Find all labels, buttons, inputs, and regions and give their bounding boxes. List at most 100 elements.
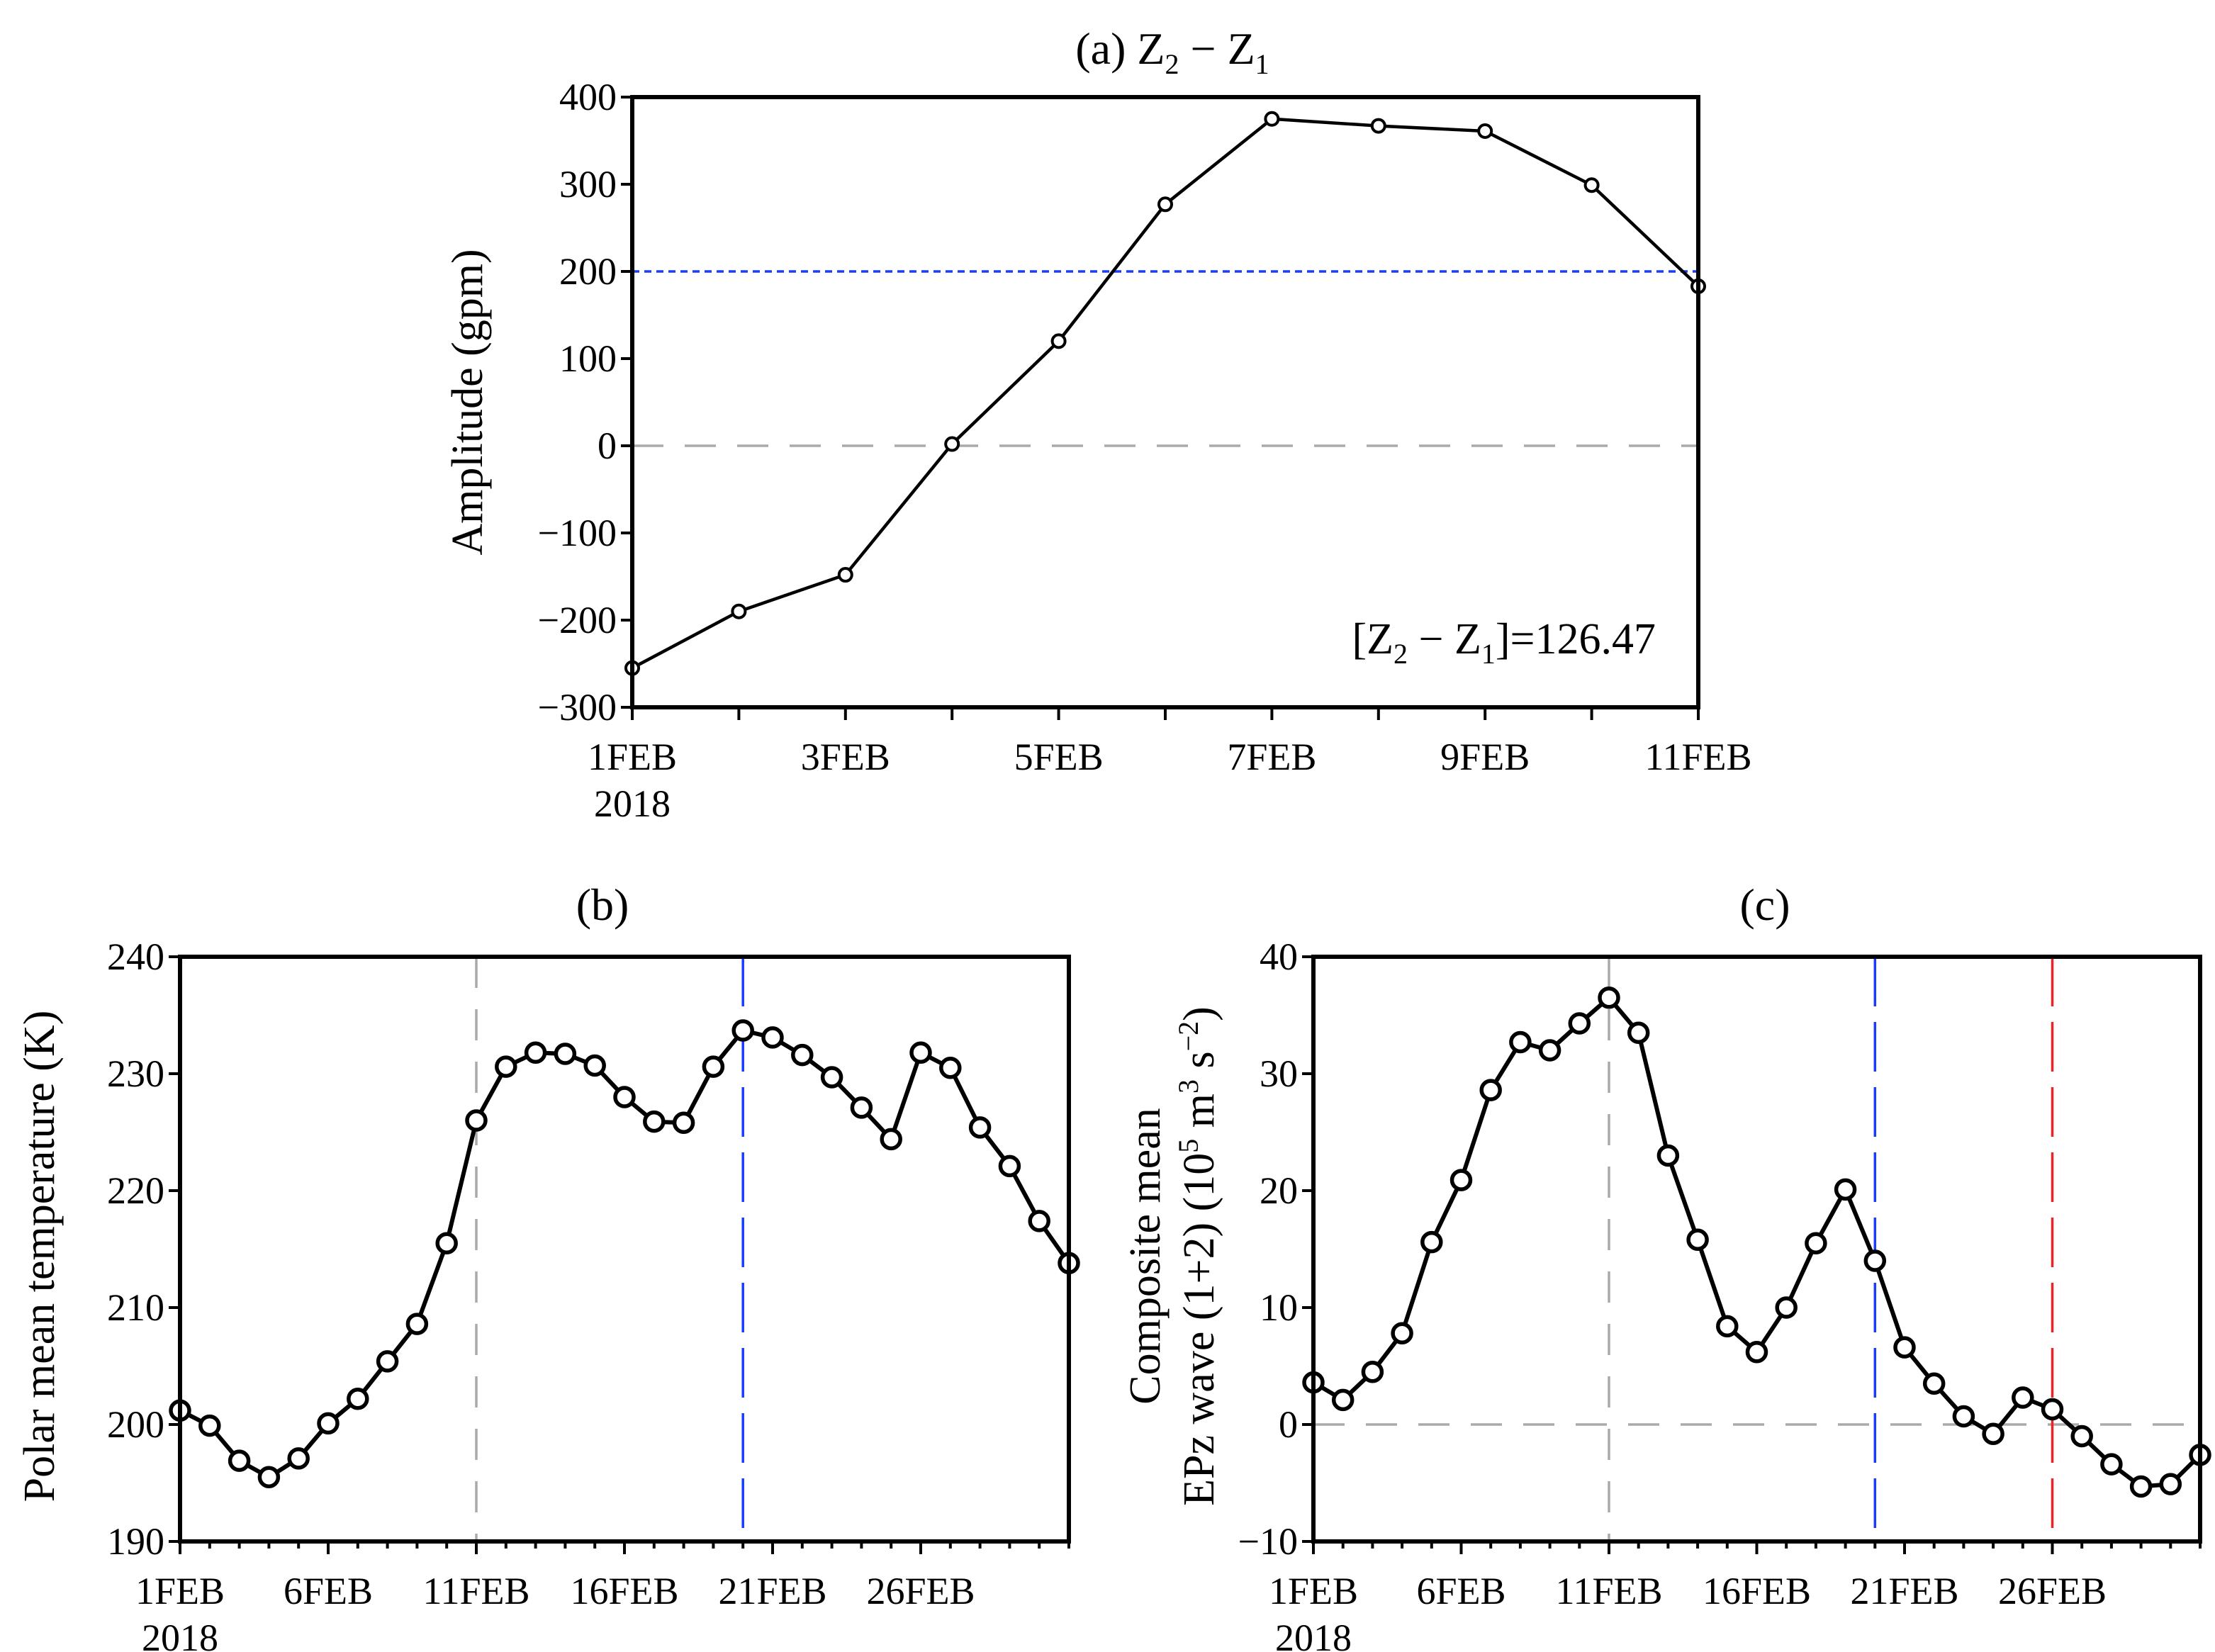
data-point-c-8 (1509, 1030, 1532, 1054)
data-point-b-21 (761, 1026, 784, 1049)
data-point-b-23 (820, 1066, 843, 1089)
data-point-b-16 (613, 1086, 636, 1108)
data-point-c-20 (1863, 1249, 1887, 1272)
data-point-a-9 (1477, 123, 1493, 139)
data-point-a-2 (731, 603, 747, 619)
data-point-c-9 (1538, 1039, 1561, 1062)
data-point-b-30 (1028, 1210, 1050, 1232)
y-tick-label: 300 (559, 163, 617, 206)
data-point-c-7 (1479, 1079, 1502, 1101)
x-tick-label: 5FEB (1014, 736, 1104, 778)
data-point-c-25 (2012, 1386, 2034, 1409)
data-point-c-12 (1627, 1021, 1650, 1044)
annotation-text: ]=126.47 (1496, 615, 1656, 663)
y-tick-label: 210 (107, 1286, 164, 1329)
data-point-c-24 (1982, 1422, 2004, 1445)
y-axis-title-c-line1: Composite mean (1121, 1108, 1170, 1404)
title-text: (a) Z (1075, 23, 1165, 74)
data-point-b-7 (347, 1387, 369, 1410)
data-point-c-28 (2100, 1453, 2123, 1476)
panel-title-c: (c) (1739, 880, 1790, 930)
panel-b: 190 200 210 220 230 240 1FEB 6FEB 11FEB 16FEB 21FE… (16, 880, 1080, 1652)
ylabel-text: s (1175, 1051, 1223, 1079)
y-tick-label: −10 (1238, 1520, 1298, 1563)
data-point-c-16 (1745, 1340, 1768, 1364)
plot-frame (178, 955, 1071, 1544)
data-point-b-6 (317, 1412, 340, 1435)
annotation-a: [Z2 − Z1]=126.47 (1352, 615, 1656, 670)
y-tick-label: 230 (107, 1052, 164, 1095)
x-year-label: 2018 (142, 1617, 218, 1652)
x-tick-label: 16FEB (570, 1570, 678, 1612)
data-point-b-13 (524, 1041, 547, 1064)
x-tick-label: 21FEB (1850, 1570, 1958, 1612)
ylabel-text: m (1175, 1094, 1223, 1139)
data-point-a-10 (1583, 177, 1600, 193)
x-tick-label: 6FEB (284, 1570, 373, 1612)
x-tick-label: 26FEB (1998, 1570, 2107, 1612)
ylabel-superscript: 5 (1172, 1139, 1204, 1153)
data-point-c-17 (1775, 1296, 1798, 1319)
data-point-b-2 (198, 1414, 221, 1437)
data-point-c-13 (1656, 1144, 1680, 1167)
data-point-b-29 (998, 1154, 1021, 1178)
data-point-a-4 (944, 436, 960, 452)
data-point-a-7 (1264, 111, 1280, 127)
data-point-c-6 (1449, 1169, 1473, 1191)
data-point-b-4 (257, 1466, 281, 1488)
x-tick-label: 21FEB (718, 1570, 826, 1612)
x-tick-label: 1FEB (135, 1570, 225, 1612)
data-point-c-3 (1361, 1361, 1384, 1383)
x-year-label: 2018 (594, 782, 671, 825)
data-point-c-27 (2070, 1425, 2093, 1448)
data-point-b-17 (643, 1110, 666, 1133)
series-line (1313, 995, 2200, 1489)
data-point-c-29 (2129, 1475, 2153, 1498)
title-subscript: 1 (1255, 48, 1269, 80)
y-tick-label: 200 (559, 250, 617, 293)
data-point-c-15 (1716, 1315, 1739, 1338)
x-tick-label: 11FEB (422, 1570, 529, 1612)
data-point-c-11 (1598, 987, 1620, 1009)
data-point-c-19 (1834, 1178, 1857, 1201)
data-point-c-5 (1420, 1230, 1443, 1254)
y-axis-title-b: Polar mean temperature (K) (16, 1011, 64, 1502)
data-point-b-25 (880, 1128, 902, 1151)
data-point-c-22 (1922, 1372, 1946, 1395)
data-point-b-20 (731, 1019, 754, 1042)
data-point-a-8 (1370, 118, 1386, 134)
y-tick-label: 30 (1260, 1052, 1298, 1095)
plot-frame (1311, 955, 2202, 1544)
data-point-a-5 (1050, 333, 1067, 349)
ylabel-text: EPz wave (1+2) (10 (1175, 1153, 1223, 1506)
data-point-c-23 (1952, 1405, 1975, 1428)
ylabel-text: ) (1175, 1006, 1223, 1021)
data-point-b-28 (968, 1116, 992, 1139)
y-tick-label: 190 (107, 1520, 164, 1563)
x-tick-label: 26FEB (866, 1570, 975, 1612)
data-point-c-2 (1331, 1388, 1355, 1412)
data-point-c-30 (2159, 1473, 2182, 1495)
data-point-c-4 (1391, 1322, 1413, 1345)
data-point-c-21 (1893, 1336, 1916, 1359)
x-tick-label: 6FEB (1416, 1570, 1505, 1612)
y-tick-label: 0 (598, 425, 617, 467)
x-tick-label: 11FEB (1555, 1570, 1662, 1612)
data-point-b-24 (850, 1096, 873, 1119)
ylabel-superscript: 3 (1172, 1079, 1204, 1094)
data-point-b-27 (939, 1057, 962, 1079)
data-point-b-14 (554, 1043, 577, 1065)
data-point-b-12 (495, 1055, 517, 1078)
y-tick-label: −100 (538, 512, 617, 554)
x-tick-label: 1FEB (588, 736, 677, 778)
data-point-b-22 (791, 1043, 814, 1067)
data-point-c-14 (1686, 1228, 1709, 1252)
data-point-b-10 (435, 1232, 458, 1254)
panel-title-a: (a) Z2 − Z1 (1075, 23, 1269, 80)
data-point-a-3 (837, 567, 853, 583)
title-subscript: 2 (1165, 48, 1179, 80)
panel-a: −300 −200 −100 0 100 200 300 400 1FEB 3FEB 5FEB 7FE… (444, 23, 1752, 825)
title-text: − Z (1179, 23, 1255, 74)
x-tick-label: 11FEB (1644, 736, 1751, 778)
